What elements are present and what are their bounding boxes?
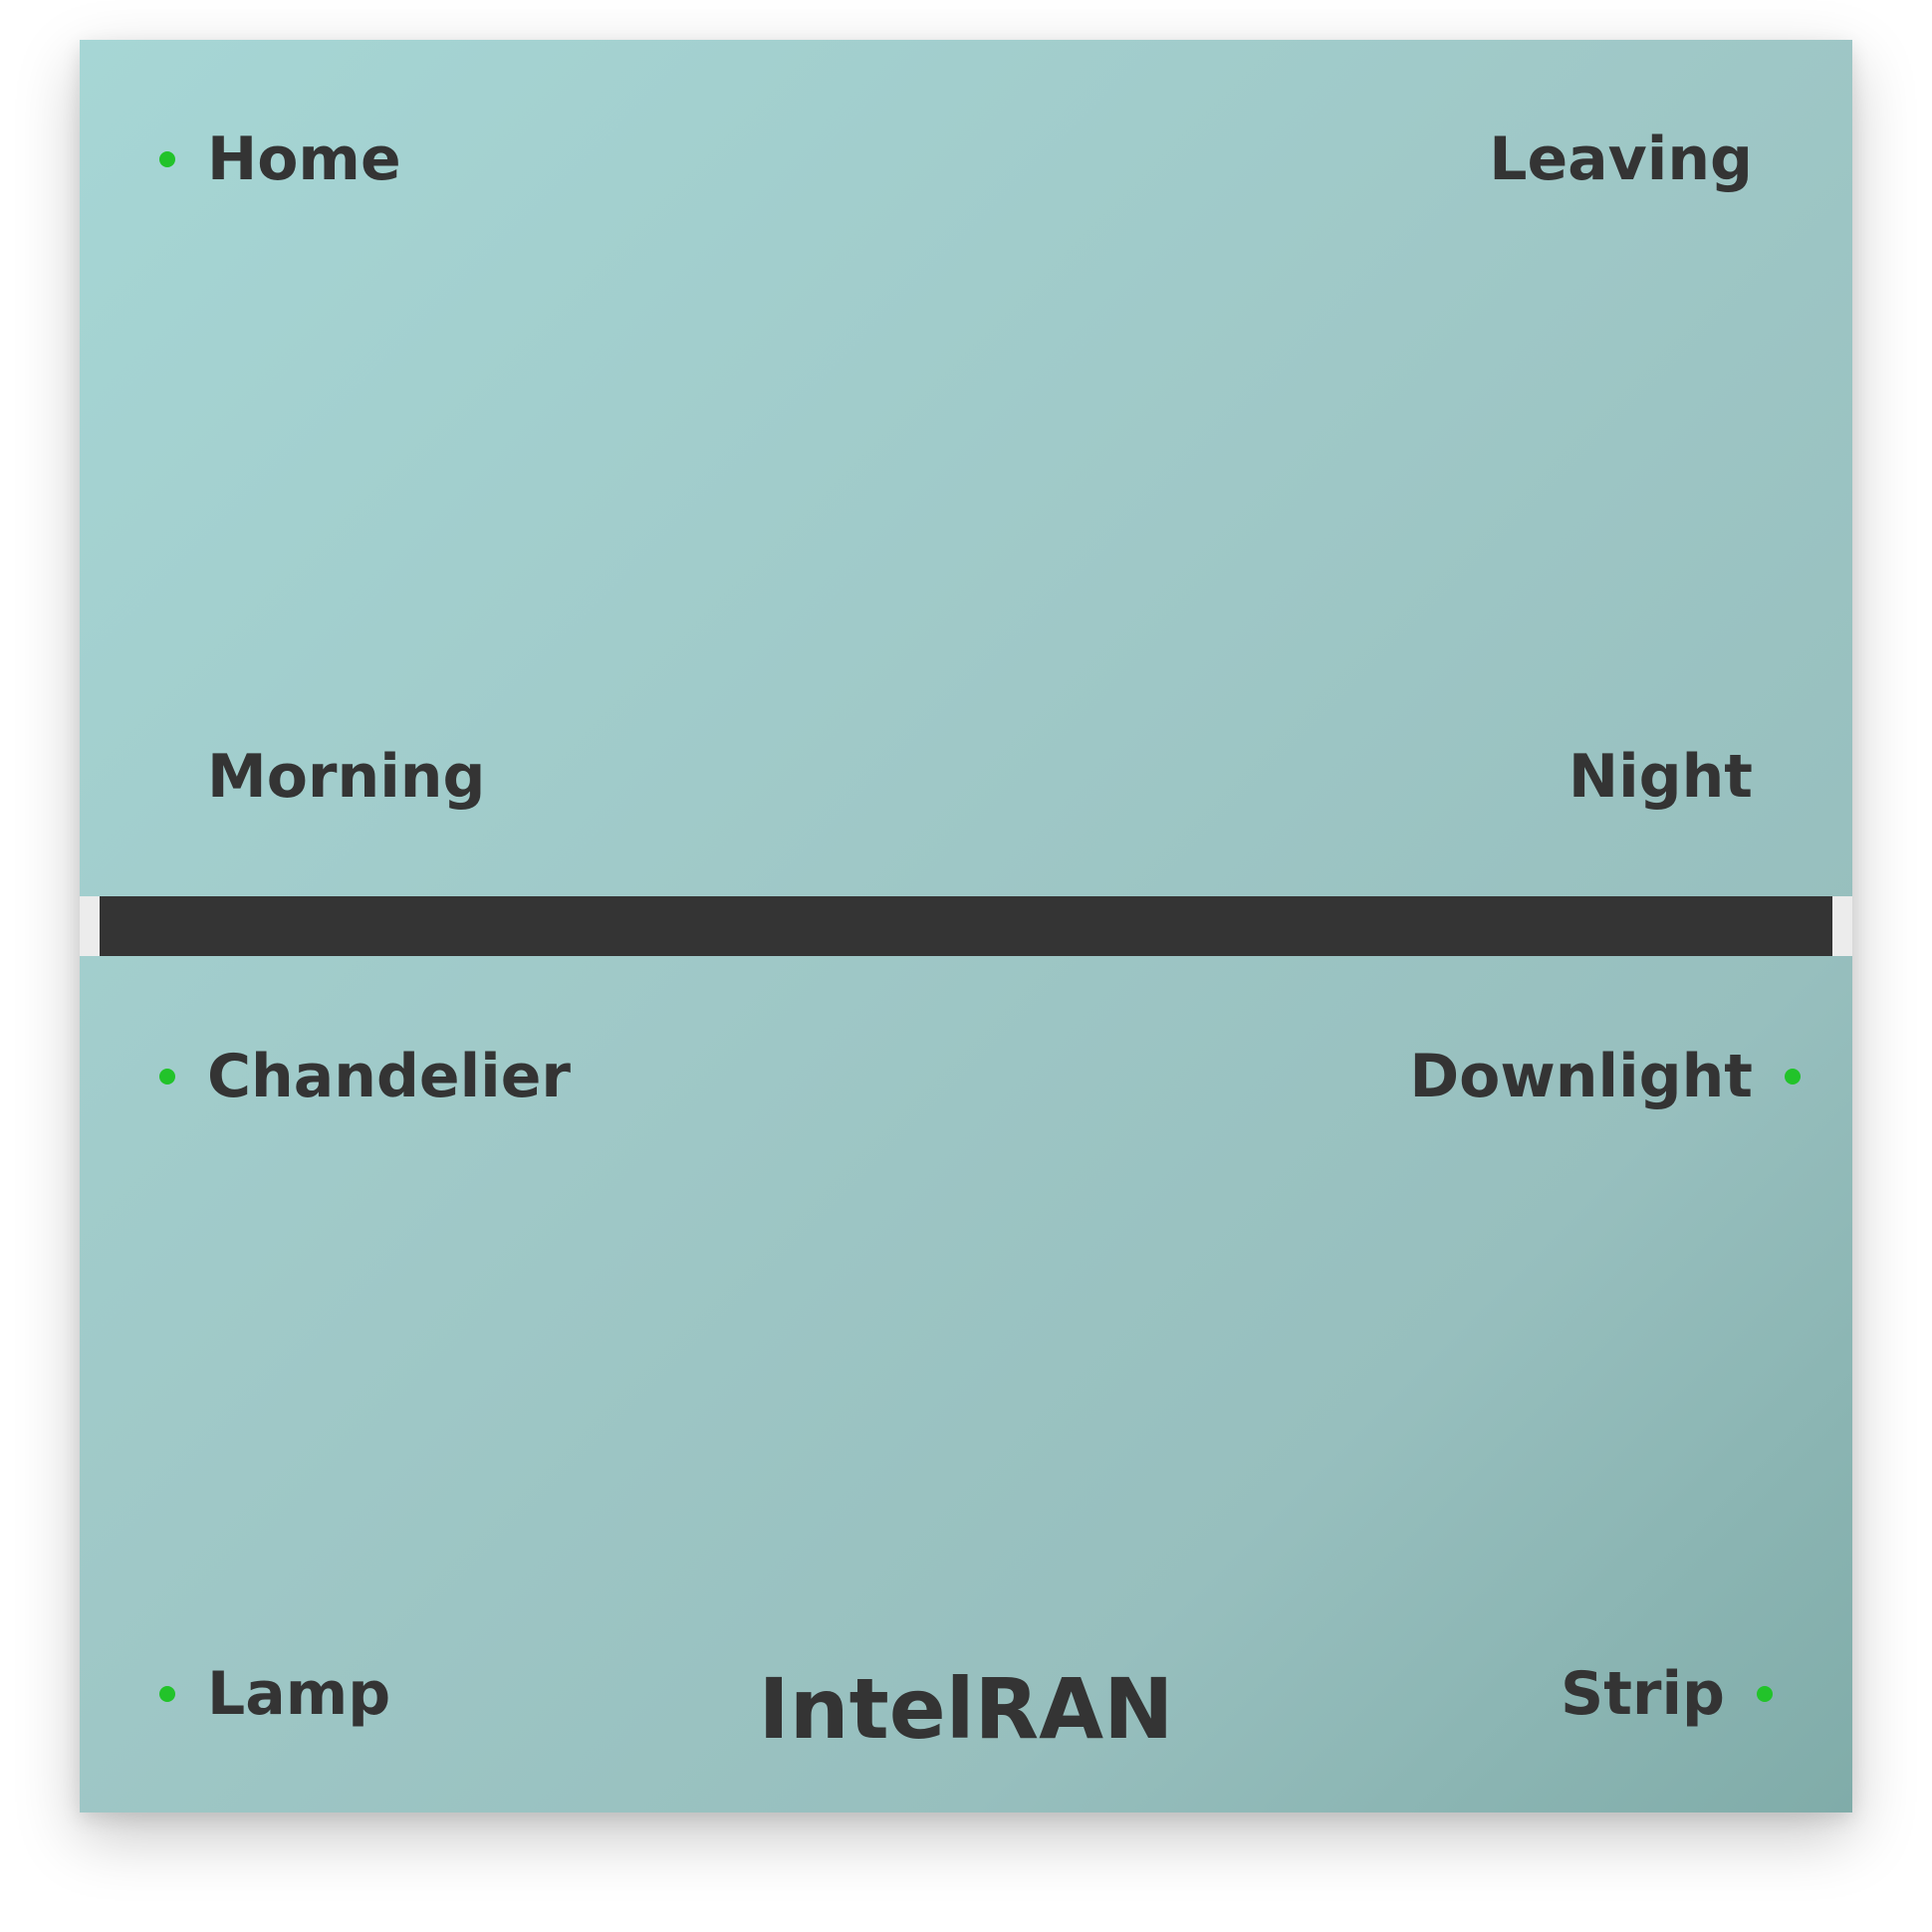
scene-leaving-button[interactable]: Leaving — [1489, 124, 1753, 194]
light-chandelier-button[interactable]: Chandelier — [207, 1042, 572, 1111]
home-indicator-dot — [159, 151, 175, 167]
light-downlight-button[interactable]: Downlight — [1409, 1042, 1753, 1111]
scene-night-button[interactable]: Night — [1568, 742, 1753, 812]
switch-panel: Home Leaving Morning Night Chandelier Do… — [80, 40, 1852, 1812]
divider-bar — [100, 896, 1832, 956]
scene-morning-button[interactable]: Morning — [207, 742, 486, 812]
lamp-indicator-dot — [159, 1686, 175, 1702]
strip-indicator-dot — [1757, 1686, 1773, 1702]
chandelier-indicator-dot — [159, 1069, 175, 1085]
light-strip-button[interactable]: Strip — [1561, 1659, 1725, 1729]
scene-home-button[interactable]: Home — [207, 124, 401, 194]
downlight-indicator-dot — [1785, 1069, 1801, 1085]
panel-divider — [80, 896, 1852, 956]
brand-logo-text: IntelRAN — [758, 1660, 1174, 1758]
light-lamp-button[interactable]: Lamp — [207, 1659, 391, 1729]
